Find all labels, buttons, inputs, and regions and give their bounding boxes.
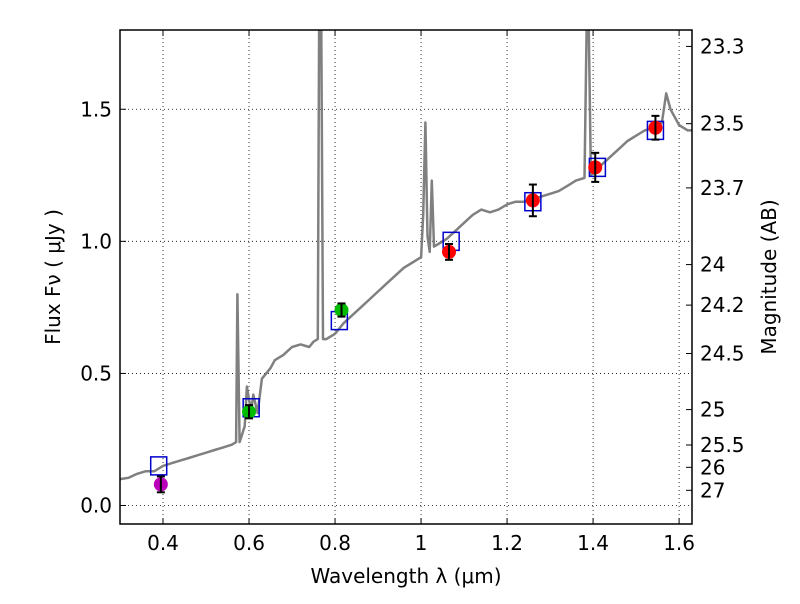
x-tick-label: 1.6 (663, 531, 695, 555)
magnitude-axis-title: Magnitude (AB) (757, 199, 781, 354)
x-tick-label: 0.4 (147, 531, 179, 555)
magnitude-tick-label: 24 (700, 253, 725, 277)
plot-frame (119, 29, 693, 525)
model-spectrum-line (120, 30, 692, 481)
x-tick-label: 0.6 (233, 531, 265, 555)
magnitude-tick-label: 23.7 (700, 176, 745, 200)
y-tick-label: 1.5 (80, 97, 112, 121)
y-tick-label: 1.0 (80, 229, 112, 253)
y-tick-label: 0.5 (80, 361, 112, 385)
x-tick-label: 1.4 (577, 531, 609, 555)
y-tick-label: 0.0 (80, 494, 112, 518)
x-tick-label: 1.2 (491, 531, 523, 555)
magnitude-tick-label: 23.5 (700, 112, 745, 136)
y-axis-title: Flux Fν ( μJy ) (41, 209, 65, 345)
grid-lines (120, 30, 692, 524)
magnitude-tick-label: 24.5 (700, 341, 745, 365)
x-tick-label: 1 (415, 531, 428, 555)
axis-ticks: 0.4 0.6 0.8 1 1.2 1.4 1.6 0.0 0.5 1.0 1.5 23.3 23.5 2… (80, 30, 745, 555)
model-photometry-layer (149, 120, 665, 476)
model-photometry-square (149, 456, 168, 476)
model-spectrum-layer (120, 30, 692, 481)
magnitude-tick-label: 26 (700, 455, 725, 479)
magnitude-tick-label: 23.3 (700, 34, 745, 58)
magnitude-tick-label: 27 (700, 478, 725, 502)
magnitude-tick-label: 25.5 (700, 433, 745, 457)
magnitude-tick-label: 24.2 (700, 293, 745, 317)
x-tick-label: 0.8 (319, 531, 351, 555)
x-axis-title: Wavelength λ (μm) (310, 564, 501, 588)
magnitude-tick-label: 25 (700, 398, 725, 422)
observations-layer (153, 114, 663, 494)
